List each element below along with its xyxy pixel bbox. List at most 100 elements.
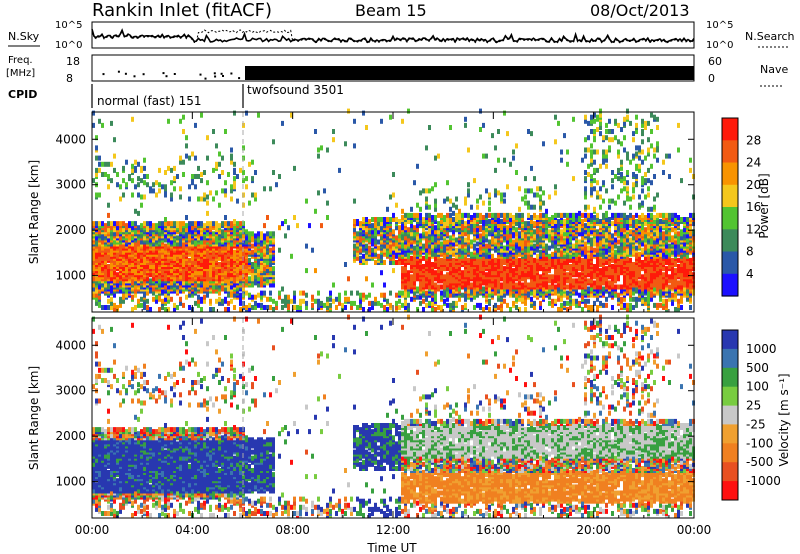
power-cell: [425, 296, 428, 302]
power-cell: [227, 245, 230, 251]
power-cell: [227, 235, 230, 241]
power-cell: [188, 155, 191, 161]
power-cell: [491, 276, 494, 282]
power-cell: [449, 270, 452, 276]
power-cell: [494, 167, 497, 173]
power-cell: [212, 221, 215, 227]
power-cell: [587, 262, 590, 267]
power-cell: [224, 231, 227, 237]
freq-dot: [230, 72, 233, 75]
power-cell: [230, 184, 233, 190]
power-cell: [581, 212, 584, 218]
power-cell: [521, 241, 524, 247]
power-cell: [524, 294, 527, 300]
power-cell: [452, 300, 455, 306]
power-cell: [158, 182, 161, 188]
power-cell: [92, 255, 95, 261]
power-cell: [596, 127, 599, 132]
power-cell: [104, 305, 107, 310]
power-cell: [503, 192, 506, 198]
power-cell: [470, 223, 473, 229]
power-cell: [518, 186, 521, 192]
power-cell: [410, 274, 413, 280]
power-cell: [560, 272, 563, 278]
power-cell: [239, 221, 242, 227]
power-cell: [488, 282, 491, 288]
power-cell: [479, 108, 482, 114]
power-cell: [254, 262, 257, 267]
power-cell: [443, 280, 446, 286]
power-cell: [155, 192, 158, 198]
power-cell: [200, 112, 203, 118]
power-cell: [494, 188, 497, 194]
power-cell: [458, 274, 461, 280]
power-cell: [281, 298, 284, 304]
power-cell: [152, 223, 155, 229]
power-cell: [107, 202, 110, 208]
power-cell: [500, 302, 503, 308]
power-cell: [167, 298, 170, 304]
freq-tick-bottom: 8: [66, 72, 73, 85]
power-cell: [464, 296, 467, 302]
power-cell: [179, 221, 182, 227]
power-cell: [266, 243, 269, 249]
power-cell: [572, 278, 575, 284]
power-cell: [566, 231, 569, 237]
power-cell: [140, 257, 143, 263]
power-cell: [518, 217, 521, 222]
power-cell: [119, 184, 122, 190]
power-cell: [548, 274, 551, 280]
power-cell: [467, 192, 470, 198]
power-cell: [566, 290, 569, 296]
power-cell: [488, 192, 491, 198]
power-cell: [482, 280, 485, 286]
power-cell: [464, 286, 467, 292]
power-cell: [182, 159, 185, 165]
power-cell: [575, 290, 578, 296]
power-cell: [143, 260, 146, 265]
freq-label-line2: [MHz]: [6, 68, 35, 79]
power-cell: [221, 155, 224, 161]
power-cell: [479, 245, 482, 251]
power-cell: [575, 264, 578, 269]
power-cell: [542, 141, 545, 147]
power-cell: [503, 227, 506, 233]
power-cell: [515, 237, 518, 243]
power-cell: [380, 217, 383, 222]
power-cell: [371, 241, 374, 247]
power-cell: [206, 292, 209, 298]
power-cell: [251, 294, 254, 300]
power-cell: [389, 260, 392, 265]
power-cell: [599, 131, 602, 137]
power-cell: [218, 151, 221, 157]
power-cell: [98, 161, 101, 167]
power-cell: [257, 237, 260, 243]
power-cell: [119, 288, 122, 294]
power-cell: [482, 122, 485, 128]
power-cell: [590, 186, 593, 192]
power-cell: [584, 118, 587, 124]
power-cell: [527, 245, 530, 251]
power-cell: [128, 247, 131, 253]
power-cell: [581, 307, 584, 312]
power-cell: [551, 284, 554, 290]
power-cell: [419, 280, 422, 286]
power-cell: [332, 137, 335, 143]
power-cell: [509, 272, 512, 278]
power-cell: [176, 221, 179, 227]
power-cell: [272, 170, 275, 175]
power-cell: [386, 307, 389, 312]
power-cell: [371, 300, 374, 306]
power-cell: [533, 262, 536, 267]
power-cell: [161, 282, 164, 288]
power-cell: [458, 257, 461, 263]
power-cell: [446, 180, 449, 186]
power-cell: [179, 280, 182, 286]
power-cell: [494, 192, 497, 198]
power-cell: [437, 284, 440, 290]
power-cell: [218, 255, 221, 261]
power-cell: [503, 157, 506, 163]
power-cell: [470, 288, 473, 294]
power-cell: [593, 264, 596, 269]
power-cell: [584, 298, 587, 304]
